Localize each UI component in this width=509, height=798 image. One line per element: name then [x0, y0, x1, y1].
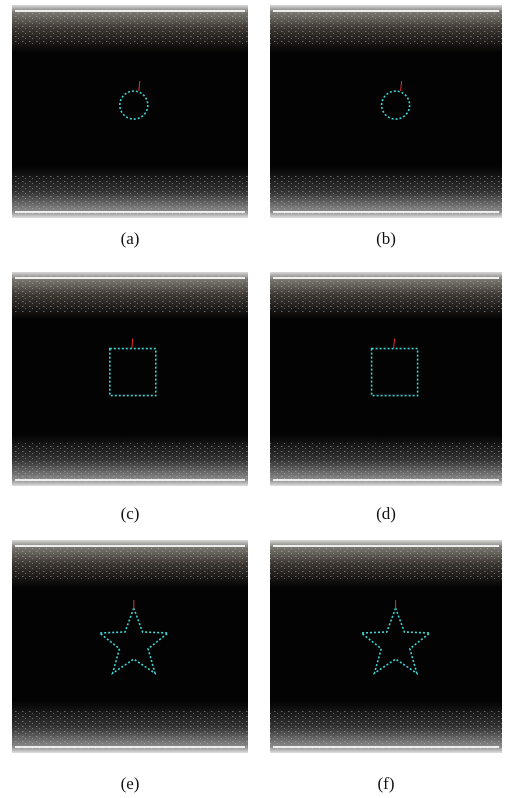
point-cloud-top-texture: [270, 276, 502, 312]
point-cloud-bottom-texture: [270, 442, 502, 482]
panel-caption: (b): [376, 229, 396, 248]
panel: [12, 540, 248, 753]
panel: [12, 272, 248, 486]
point-cloud-bottom-texture: [12, 709, 248, 749]
point-cloud-top-texture: [12, 276, 248, 312]
panel: [270, 272, 502, 486]
panel-caption: (c): [121, 504, 140, 523]
point-cloud-bottom-texture: [12, 174, 248, 214]
point-cloud-top-texture: [270, 9, 502, 45]
panel-caption: (e): [121, 774, 140, 793]
panel-caption: (f): [378, 774, 395, 793]
point-cloud-top-texture: [12, 9, 248, 45]
point-cloud-bottom-texture: [12, 442, 248, 482]
point-cloud-top-texture: [12, 544, 248, 580]
panel: [12, 5, 248, 218]
point-cloud-bottom-texture: [270, 174, 502, 214]
panel: [270, 540, 502, 753]
point-cloud-bottom-texture: [270, 709, 502, 749]
panel-caption: (a): [121, 229, 140, 248]
point-cloud-top-texture: [270, 544, 502, 580]
panel: [270, 5, 502, 218]
panel-caption: (d): [376, 504, 396, 523]
figure: (a) (b) (c) (d) (e) (f): [0, 0, 509, 793]
